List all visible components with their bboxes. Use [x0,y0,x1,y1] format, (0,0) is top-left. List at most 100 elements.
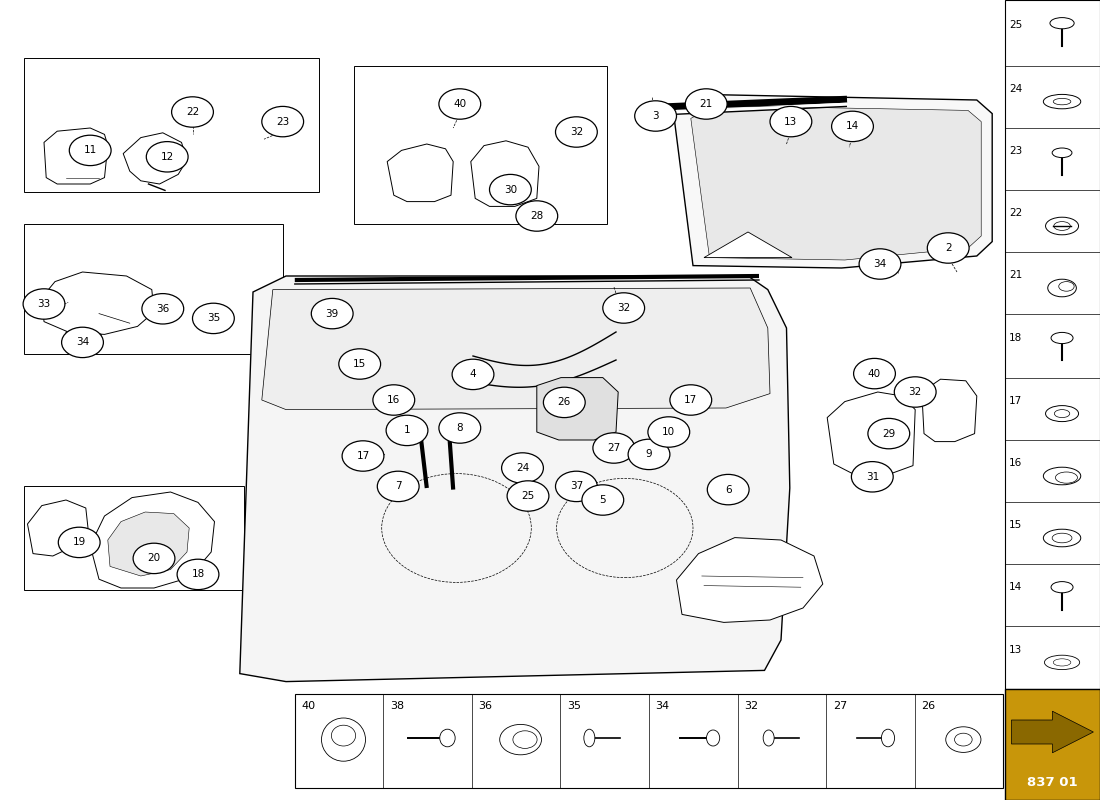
Ellipse shape [1045,218,1078,235]
Polygon shape [44,128,108,184]
Polygon shape [537,378,618,440]
Text: 20: 20 [147,554,161,563]
Circle shape [146,142,188,172]
Text: 32: 32 [617,303,630,313]
Text: 17: 17 [1010,396,1023,406]
Text: 3: 3 [652,111,659,121]
Text: 8: 8 [456,423,463,433]
FancyBboxPatch shape [1005,689,1100,800]
Ellipse shape [1045,655,1079,670]
Ellipse shape [881,730,894,747]
Text: 36: 36 [478,701,493,710]
Polygon shape [262,288,770,410]
Circle shape [192,303,234,334]
Circle shape [556,471,597,502]
Text: 25: 25 [521,491,535,501]
Text: 22: 22 [1010,208,1023,218]
Ellipse shape [1050,333,1074,344]
Ellipse shape [955,733,972,746]
Ellipse shape [499,725,541,755]
Text: 27: 27 [607,443,620,453]
Text: 32: 32 [570,127,583,137]
Text: 16: 16 [387,395,400,405]
Ellipse shape [706,730,719,746]
Circle shape [507,481,549,511]
Circle shape [859,249,901,279]
Text: 40: 40 [301,701,316,710]
Circle shape [490,174,531,205]
Ellipse shape [1058,282,1074,291]
Text: 10: 10 [662,427,675,437]
Circle shape [516,201,558,231]
Text: 36: 36 [156,304,169,314]
Text: 40: 40 [868,369,881,378]
Polygon shape [66,328,101,354]
Text: 30: 30 [504,185,517,194]
Text: 40: 40 [453,99,466,109]
FancyBboxPatch shape [24,486,244,590]
Ellipse shape [1043,94,1080,109]
Text: 5: 5 [600,495,606,505]
Text: 16: 16 [1010,458,1023,468]
Text: 24: 24 [516,463,529,473]
Ellipse shape [1054,410,1069,418]
Circle shape [133,543,175,574]
Text: 2: 2 [945,243,952,253]
Text: 6: 6 [725,485,732,494]
Ellipse shape [1056,472,1078,483]
Circle shape [373,385,415,415]
Text: 23: 23 [276,117,289,126]
Text: 27: 27 [833,701,847,710]
Circle shape [58,527,100,558]
Text: 7: 7 [395,482,402,491]
Text: 14: 14 [846,122,859,131]
Polygon shape [676,538,823,622]
Text: 837 01: 837 01 [1027,776,1078,789]
Polygon shape [471,141,539,206]
Text: 25: 25 [1010,20,1023,30]
Polygon shape [42,272,154,334]
Ellipse shape [331,725,355,746]
FancyBboxPatch shape [24,58,319,192]
Text: 18: 18 [191,570,205,579]
Text: 34: 34 [76,338,89,347]
Ellipse shape [1054,659,1070,666]
Circle shape [142,294,184,324]
Circle shape [628,439,670,470]
Circle shape [670,385,712,415]
Circle shape [502,453,543,483]
Ellipse shape [1052,148,1071,158]
Text: 12: 12 [161,152,174,162]
FancyBboxPatch shape [1005,0,1100,689]
Circle shape [894,377,936,407]
Ellipse shape [440,730,455,747]
Text: 32: 32 [909,387,922,397]
Ellipse shape [513,731,537,749]
Polygon shape [922,379,977,442]
Polygon shape [108,512,189,576]
Text: 35: 35 [207,314,220,323]
Text: 23: 23 [1010,146,1023,156]
Text: 32: 32 [745,701,758,710]
Circle shape [439,89,481,119]
Polygon shape [240,276,790,682]
Circle shape [177,559,219,590]
Circle shape [69,135,111,166]
Circle shape [832,111,873,142]
Circle shape [685,89,727,119]
Circle shape [648,417,690,447]
Circle shape [172,97,213,127]
Text: a passion for parts since 1985: a passion for parts since 1985 [348,610,642,670]
Circle shape [377,471,419,502]
Circle shape [342,441,384,471]
Ellipse shape [1049,18,1074,29]
Text: 19: 19 [73,538,86,547]
Ellipse shape [1047,279,1076,297]
Text: 39: 39 [326,309,339,318]
Circle shape [262,106,304,137]
Text: 37: 37 [570,482,583,491]
Circle shape [62,327,103,358]
Ellipse shape [1043,530,1080,547]
FancyBboxPatch shape [24,224,283,354]
Circle shape [386,415,428,446]
